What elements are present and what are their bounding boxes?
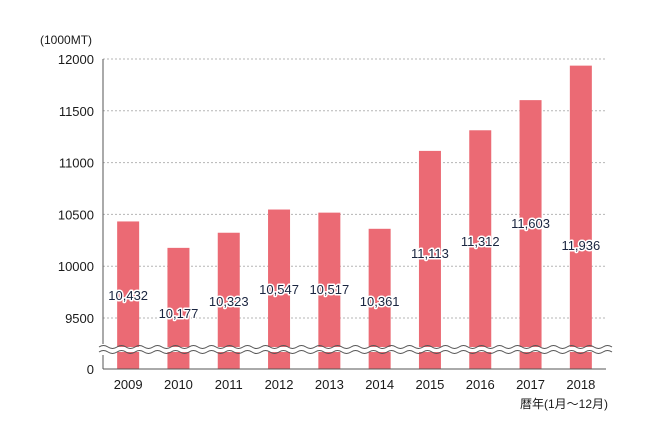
data-label-2010: 10,177	[159, 306, 199, 321]
x-tick-label: 2012	[265, 377, 294, 392]
y-tick-label: 10500	[58, 207, 94, 222]
data-label-2009: 10,432	[108, 288, 148, 303]
x-tick-label: 2017	[516, 377, 545, 392]
x-axis-unit-label: 暦年(1月〜12月)	[520, 397, 608, 411]
axis-break-wave-bottom	[98, 350, 613, 354]
bar-2015	[418, 150, 441, 369]
data-label-2012: 10,547	[259, 282, 299, 297]
bar-2017	[519, 100, 542, 369]
bar-2010	[167, 247, 190, 369]
x-tick-label: 2010	[164, 377, 193, 392]
y-tick-label: 11000	[59, 156, 94, 171]
bar-2011	[217, 232, 240, 369]
bar-2014	[368, 228, 391, 369]
x-tick-label: 2016	[466, 377, 495, 392]
y-tick-label: 11500	[59, 104, 94, 119]
data-label-2015: 11,113	[411, 246, 449, 261]
data-labels: 10,432 10,177 10,323 10,547 10,517 10,361 11,1…	[107, 215, 602, 323]
y-tick-label: 9500	[65, 311, 94, 326]
axis-break-wave-top	[98, 345, 613, 349]
axes	[102, 59, 606, 370]
data-label-2013: 10,517	[309, 282, 349, 297]
x-tick-label: 2014	[365, 377, 394, 392]
axis-break-gap	[99, 347, 610, 352]
bar-2018	[569, 65, 592, 369]
data-label-2011: 10,323	[209, 294, 249, 309]
y-tick-label: 12000	[58, 52, 94, 67]
y-tick-label-zero: 0	[87, 362, 94, 377]
y-axis-unit-label: (1000MT)	[40, 33, 92, 47]
x-tick-label: 2011	[215, 377, 243, 392]
data-label-2016: 11,312	[461, 234, 500, 249]
x-tick-label: 2013	[315, 377, 344, 392]
x-tick-label: 2009	[114, 377, 143, 392]
x-tick-label: 2015	[415, 377, 444, 392]
axis-break	[98, 345, 613, 354]
bar-2016	[469, 130, 492, 369]
data-label-2014: 10,361	[360, 294, 400, 309]
y-tick-label: 10000	[58, 259, 94, 274]
data-label-2018: 11,936	[561, 238, 600, 253]
bar-2012	[268, 209, 291, 369]
tick-labels: 9500 10000 10500 11000 11500 12000 0 2009 2010 20…	[58, 52, 595, 392]
data-label-2017: 11,603	[511, 216, 550, 231]
bars	[117, 65, 592, 369]
x-tick-label: 2018	[566, 377, 595, 392]
bar-2013	[318, 212, 341, 369]
bar-2009	[117, 221, 140, 369]
